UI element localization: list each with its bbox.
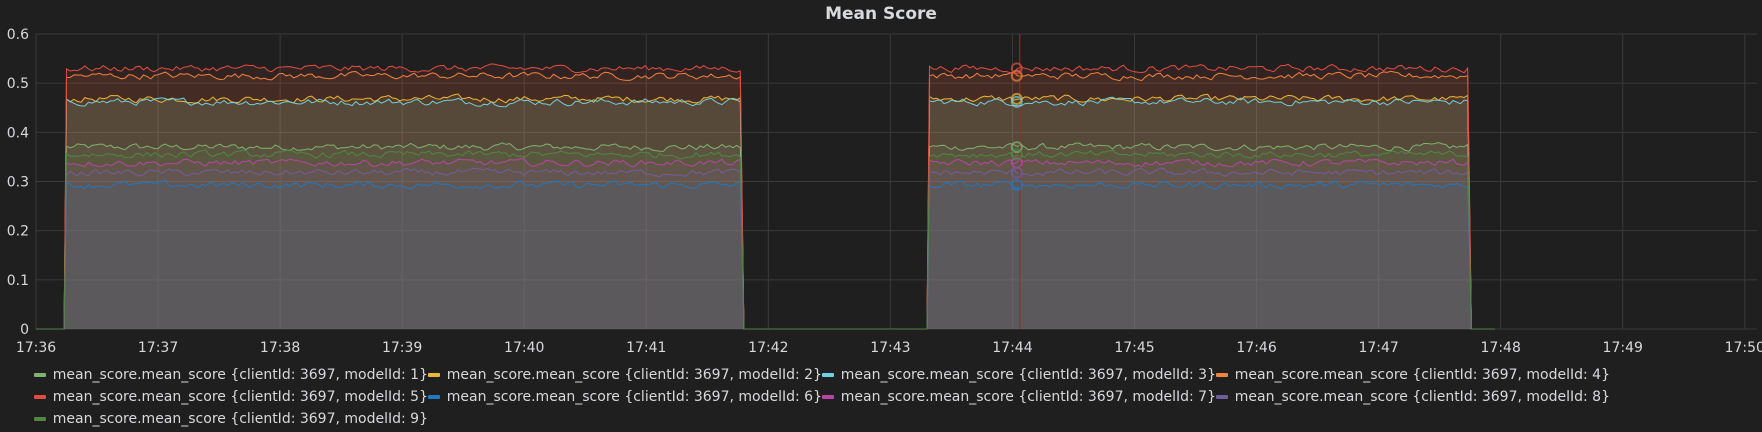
series-area [36, 142, 1495, 329]
legend-swatch [822, 395, 834, 399]
y-tick-label: 0.4 [7, 125, 29, 141]
y-tick-label: 0.6 [7, 27, 29, 43]
y-tick-label: 0.5 [7, 76, 29, 92]
series-line [36, 179, 1495, 330]
y-tick-label: 0.1 [7, 273, 29, 289]
legend-label: mean_score.mean_score {clientId: 3697, m… [1234, 389, 1610, 405]
series-line [36, 93, 1495, 330]
legend-row: mean_score.mean_score {clientId: 3697, m… [34, 364, 1734, 386]
series-area [36, 180, 1495, 329]
x-tick-label: 17:46 [1236, 340, 1276, 356]
series-line [36, 141, 1495, 330]
legend-label: mean_score.mean_score {clientId: 3697, m… [52, 367, 428, 383]
series-area [36, 149, 1495, 329]
y-tick-label: 0 [20, 322, 29, 338]
hover-point [1010, 69, 1023, 82]
hover-point [1010, 166, 1023, 179]
legend-label: mean_score.mean_score {clientId: 3697, m… [446, 389, 822, 405]
legend: mean_score.mean_score {clientId: 3697, m… [34, 364, 1734, 430]
y-tick-label: 0.3 [7, 175, 29, 191]
legend-swatch [428, 373, 440, 377]
series-line [36, 63, 1495, 330]
x-tick-label: 17:39 [382, 340, 422, 356]
series-line [36, 167, 1495, 330]
x-tick-label: 17:40 [504, 340, 544, 356]
x-tick-label: 17:49 [1603, 340, 1643, 356]
legend-swatch [1216, 395, 1228, 399]
legend-swatch [822, 373, 834, 377]
legend-swatch [428, 395, 440, 399]
hover-point [1010, 95, 1023, 108]
legend-item[interactable]: mean_score.mean_score {clientId: 3697, m… [428, 367, 822, 383]
x-tick-label: 17:47 [1358, 340, 1398, 356]
x-tick-label: 17:37 [138, 340, 178, 356]
legend-label: mean_score.mean_score {clientId: 3697, m… [52, 389, 428, 405]
legend-item[interactable]: mean_score.mean_score {clientId: 3697, m… [428, 389, 822, 405]
hover-point [1010, 178, 1023, 191]
x-tick-label: 17:42 [748, 340, 788, 356]
series-line [36, 149, 1495, 330]
x-tick-label: 17:38 [260, 340, 300, 356]
series-area [36, 158, 1495, 329]
legend-label: mean_score.mean_score {clientId: 3697, m… [840, 367, 1216, 383]
legend-item[interactable]: mean_score.mean_score {clientId: 3697, m… [34, 389, 428, 405]
hover-point [1010, 62, 1023, 75]
legend-label: mean_score.mean_score {clientId: 3697, m… [446, 367, 822, 383]
series-area [36, 63, 1495, 330]
series-area [36, 168, 1495, 329]
series-line [36, 70, 1495, 330]
legend-swatch [34, 373, 46, 377]
legend-swatch [34, 417, 46, 421]
x-tick-label: 17:50 [1725, 340, 1762, 356]
x-tick-label: 17:45 [1114, 340, 1154, 356]
legend-item[interactable]: mean_score.mean_score {clientId: 3697, m… [34, 367, 428, 383]
y-tick-label: 0.2 [7, 224, 29, 240]
legend-item[interactable]: mean_score.mean_score {clientId: 3697, m… [1216, 367, 1610, 383]
legend-item[interactable]: mean_score.mean_score {clientId: 3697, m… [34, 411, 428, 427]
x-tick-label: 17:44 [992, 340, 1032, 356]
series-line [36, 96, 1495, 330]
x-tick-label: 17:48 [1481, 340, 1521, 356]
legend-row: mean_score.mean_score {clientId: 3697, m… [34, 408, 1734, 430]
legend-row: mean_score.mean_score {clientId: 3697, m… [34, 386, 1734, 408]
x-tick-label: 17:41 [626, 340, 666, 356]
series-area [36, 71, 1495, 330]
hover-point [1010, 141, 1023, 154]
legend-item[interactable]: mean_score.mean_score {clientId: 3697, m… [1216, 389, 1610, 405]
legend-label: mean_score.mean_score {clientId: 3697, m… [840, 389, 1216, 405]
series-line [36, 157, 1495, 330]
legend-label: mean_score.mean_score {clientId: 3697, m… [1234, 367, 1610, 383]
legend-label: mean_score.mean_score {clientId: 3697, m… [52, 411, 428, 427]
hover-point [1010, 148, 1023, 161]
chart-canvas[interactable]: 0 0.1 0.2 0.3 0.4 0.5 0.6 17:36 17:37 17:38 17:39 1… [0, 0, 1762, 360]
legend-item[interactable]: mean_score.mean_score {clientId: 3697, m… [822, 389, 1216, 405]
legend-swatch [34, 395, 46, 399]
legend-swatch [1216, 373, 1228, 377]
legend-item[interactable]: mean_score.mean_score {clientId: 3697, m… [822, 367, 1216, 383]
x-tick-label: 17:43 [870, 340, 910, 356]
x-tick-label: 17:36 [16, 340, 56, 356]
panel-title: Mean Score [825, 4, 937, 24]
